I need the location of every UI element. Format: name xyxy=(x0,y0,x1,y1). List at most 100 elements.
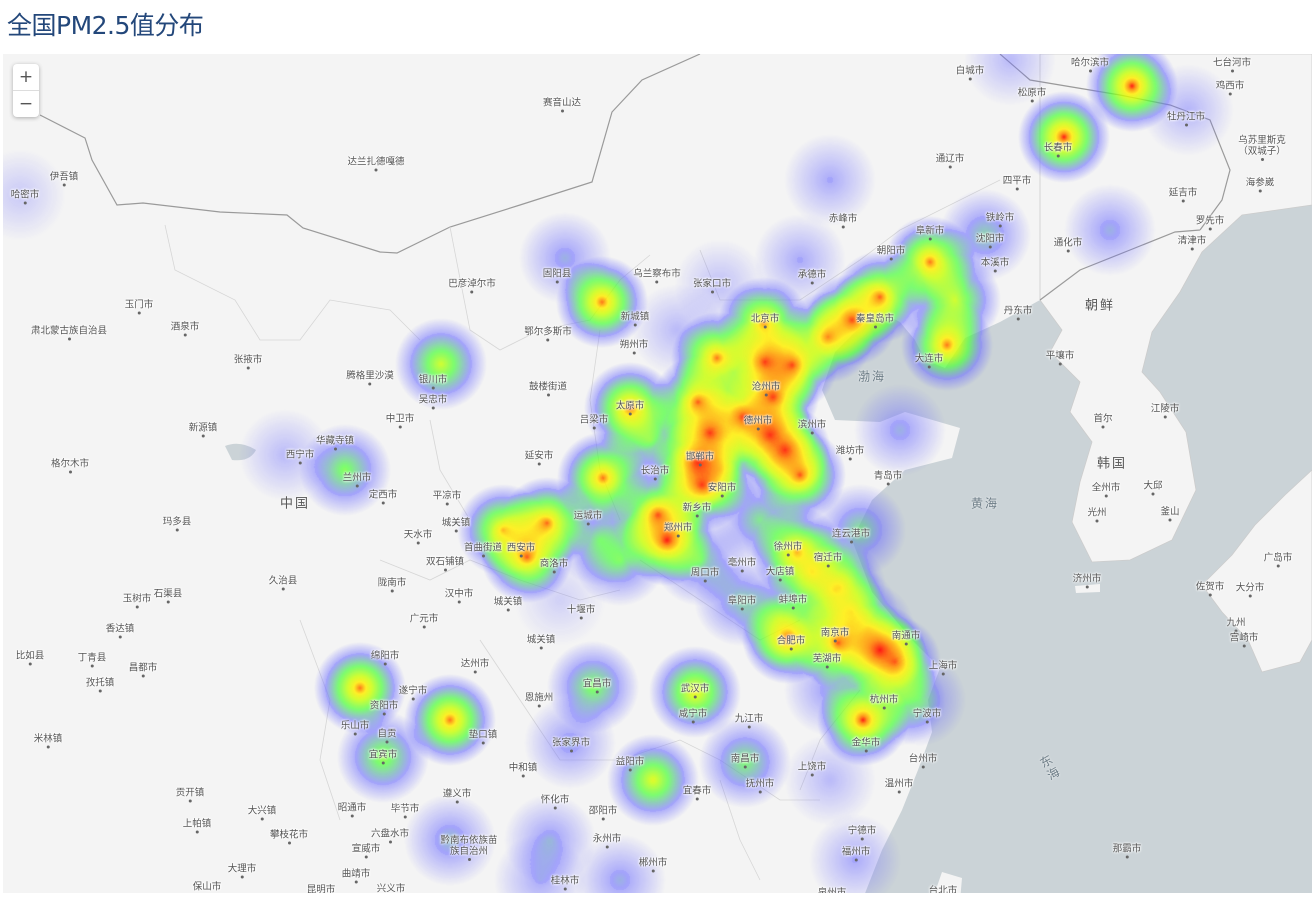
city-dot-icon xyxy=(695,797,699,801)
city-dot-icon xyxy=(1248,594,1252,598)
city-label: 固阳县 xyxy=(543,269,571,284)
city-dot-icon xyxy=(431,386,435,390)
city-name: 南通市 xyxy=(891,630,921,642)
city-dot-icon xyxy=(778,578,782,582)
city-label: 太原市 xyxy=(616,401,644,416)
city-name: 米林镇 xyxy=(33,733,63,745)
city-name: 合肥市 xyxy=(776,635,806,647)
city-label: 滨州市 xyxy=(798,420,826,435)
city-name: 黔南布依族苗族自治州 xyxy=(440,835,498,857)
city-dot-icon xyxy=(1230,69,1234,73)
city-label: 中和镇 xyxy=(508,762,538,778)
city-name: 泉州市 xyxy=(817,887,847,894)
city-label: 南昌市 xyxy=(730,753,760,769)
city-name: 那霸市 xyxy=(1112,843,1142,855)
city-name: 北京市 xyxy=(750,313,780,325)
city-dot-icon xyxy=(569,749,573,753)
city-label: 延安市 xyxy=(525,451,553,466)
city-name: 邵阳市 xyxy=(588,805,618,817)
city-label: 新源镇 xyxy=(189,423,217,438)
city-dot-icon xyxy=(183,333,187,337)
city-name: 九州 xyxy=(1226,617,1246,629)
city-name: 乌苏里斯克（双城子） xyxy=(1238,135,1286,157)
city-name: 福州市 xyxy=(841,846,871,858)
city-dot-icon xyxy=(383,662,387,666)
city-label: 运城市 xyxy=(574,511,602,526)
city-dot-icon xyxy=(743,765,747,769)
city-dot-icon xyxy=(506,608,510,612)
city-name: 本溪市 xyxy=(980,257,1010,269)
city-dot-icon xyxy=(833,639,837,643)
city-name: 兰州市 xyxy=(342,472,372,484)
city-dot-icon xyxy=(546,393,550,397)
city-label: 腾格里沙漠 xyxy=(346,371,394,386)
city-label: 宜昌市 xyxy=(582,678,612,694)
city-label: 徐州市 xyxy=(774,542,802,557)
city-name: 天水市 xyxy=(403,529,433,541)
city-name: 宿迁市 xyxy=(813,552,843,564)
city-label: 赤峰市 xyxy=(829,214,857,229)
city-dot-icon xyxy=(1260,158,1264,161)
city-name: 宣威市 xyxy=(351,843,381,855)
city-name: 城关镇 xyxy=(441,517,471,529)
city-name: 宜昌市 xyxy=(582,678,612,690)
city-name: 永州市 xyxy=(592,833,622,845)
city-label: 赛音山达 xyxy=(543,98,581,113)
city-dot-icon xyxy=(810,773,814,777)
city-label: 怀化市 xyxy=(541,795,569,810)
city-name: 双石铺镇 xyxy=(425,556,465,568)
city-label: 釜山 xyxy=(1160,507,1180,522)
region-label: 渤海 xyxy=(857,369,887,384)
city-name: 南京市 xyxy=(820,627,850,639)
city-dot-icon xyxy=(398,425,402,429)
city-name: 宜宾市 xyxy=(368,749,398,761)
city-label: 定西市 xyxy=(369,490,397,505)
city-label: 九州 xyxy=(1226,617,1246,633)
city-label: 丁青县 xyxy=(78,653,106,668)
city-name: 攀枝花市 xyxy=(269,829,309,841)
city-label: 银川市 xyxy=(419,375,447,390)
city-label: 大理市 xyxy=(227,863,257,879)
city-label: 六盘水市 xyxy=(371,829,409,844)
city-dot-icon xyxy=(560,109,564,113)
city-dot-icon xyxy=(1163,415,1167,419)
city-label: 连云港市 xyxy=(832,529,870,544)
city-label: 清津市 xyxy=(1178,236,1206,251)
city-dot-icon xyxy=(1276,564,1280,568)
city-label: 巴彦淖尔市 xyxy=(448,279,496,294)
city-label: 大兴镇 xyxy=(248,806,276,821)
city-label: 垫口镇 xyxy=(469,730,497,745)
zoom-in-button[interactable]: + xyxy=(18,67,34,87)
city-name: 南昌市 xyxy=(730,753,760,765)
city-label: 达兰扎德嘎德 xyxy=(347,157,405,172)
city-label: 遂宁市 xyxy=(398,685,428,701)
city-dot-icon xyxy=(23,201,27,205)
city-label: 米林镇 xyxy=(33,733,63,749)
city-name: 遂宁市 xyxy=(398,685,428,697)
heatmap-map[interactable]: 哈尔滨市 七台河市 松原市 鸡西市 白城市 牡丹江市 长春市 乌苏里斯克（双城子） 通辽市 四平市… xyxy=(3,54,1312,893)
city-name: 延吉市 xyxy=(1168,187,1198,199)
city-dot-icon xyxy=(364,855,368,859)
city-dot-icon xyxy=(810,281,814,285)
city-name: 大理市 xyxy=(227,863,257,875)
city-name: 中和镇 xyxy=(508,762,538,774)
city-name: 七台河市 xyxy=(1212,57,1252,69)
city-dot-icon xyxy=(1085,585,1089,589)
city-dot-icon xyxy=(927,365,931,369)
city-label: 新乡市 xyxy=(683,503,711,518)
city-label: 益阳市 xyxy=(616,757,644,772)
city-name: 城关镇 xyxy=(493,596,523,608)
city-dot-icon xyxy=(998,224,1002,228)
city-dot-icon xyxy=(46,745,50,749)
city-name: 白城市 xyxy=(955,65,985,77)
city-name: 桂林市 xyxy=(550,875,580,887)
city-dot-icon xyxy=(287,841,291,845)
city-label: 阜阳市 xyxy=(728,596,756,611)
city-label: 青岛市 xyxy=(874,471,902,486)
city-dot-icon xyxy=(390,589,394,593)
city-label: 南通市 xyxy=(891,630,921,646)
city-label: 朔州市 xyxy=(620,340,648,355)
city-dot-icon xyxy=(411,697,415,701)
zoom-out-button[interactable]: − xyxy=(13,90,39,117)
city-dot-icon xyxy=(1258,189,1262,193)
